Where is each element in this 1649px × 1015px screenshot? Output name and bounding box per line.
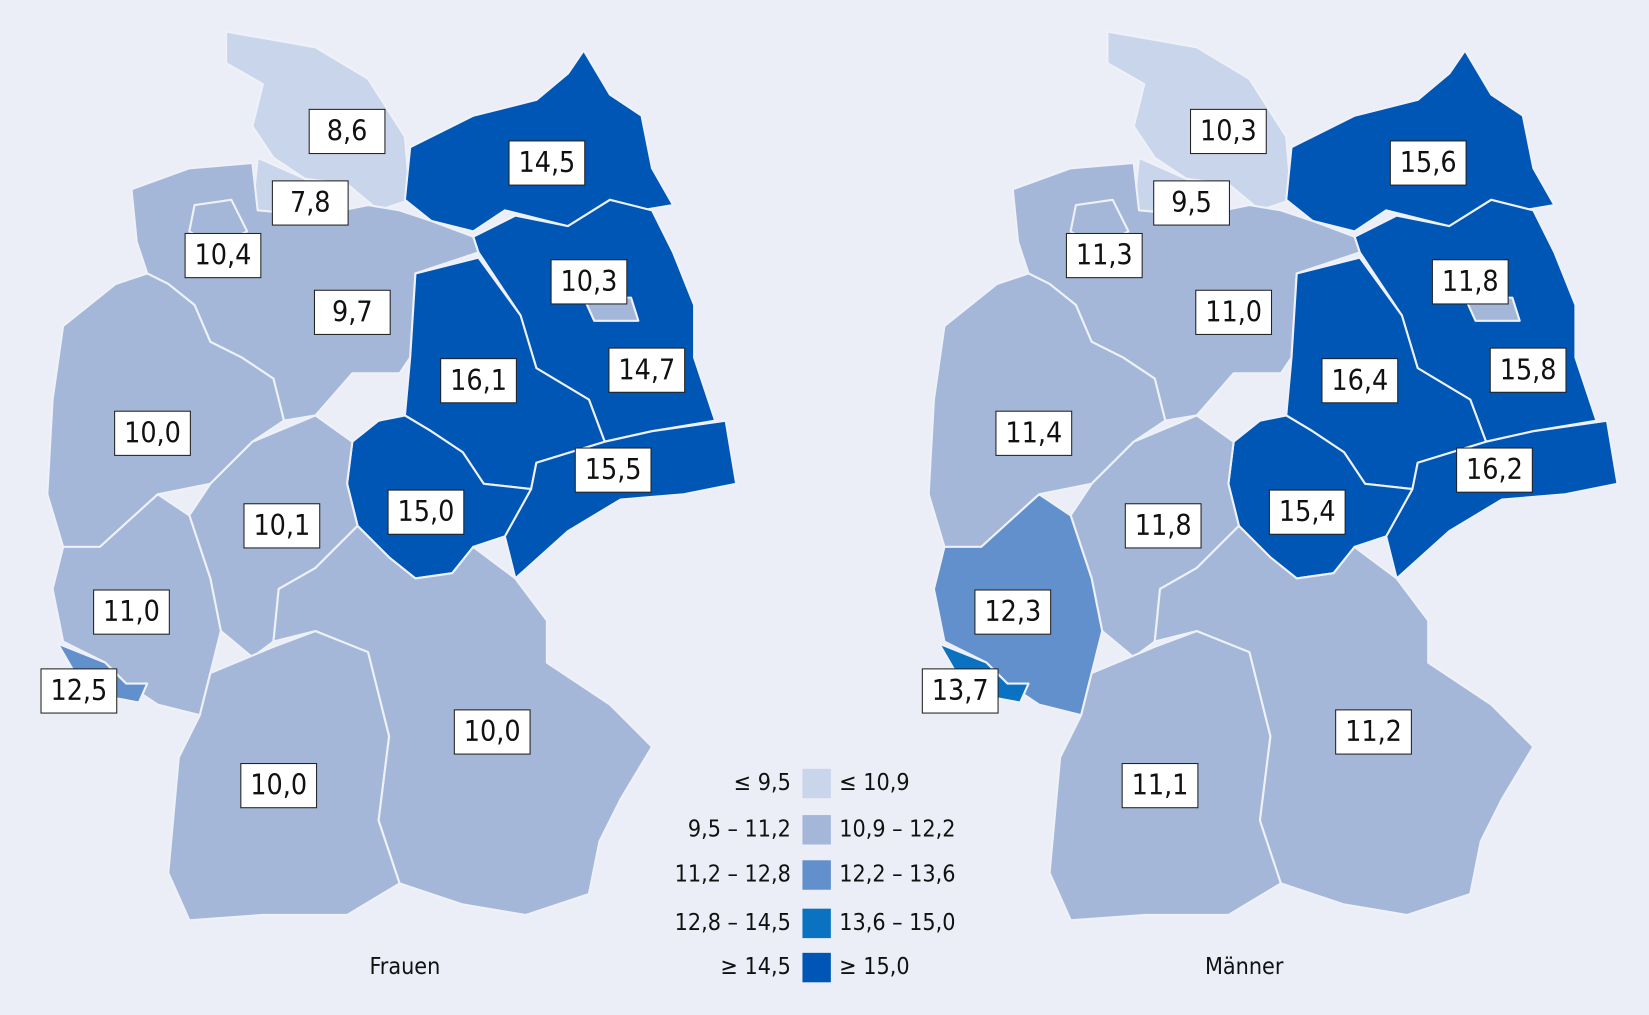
label-box (995, 410, 1073, 456)
region-label: 12,5 (50, 674, 107, 707)
region-label: 15,8 (1500, 353, 1557, 386)
legend-left: ≤ 9,5 (734, 770, 791, 796)
label-box (574, 447, 652, 493)
label-box (550, 259, 628, 305)
region-label: 14,5 (518, 146, 575, 179)
label-box (1489, 347, 1567, 393)
label-box (1124, 503, 1202, 549)
label-box (1189, 108, 1267, 155)
region-label: 15,0 (398, 495, 455, 528)
legend-right: 13,6 – 15,0 (839, 910, 955, 936)
region (927, 272, 1167, 548)
map-title: Frauen (370, 954, 441, 980)
legend-right: 12,2 – 13,6 (839, 862, 955, 888)
region-label: 11,2 (1345, 715, 1402, 748)
label-box (40, 668, 118, 714)
region-label: 10,0 (124, 416, 181, 449)
region-label: 10,4 (195, 239, 252, 272)
label-box (387, 489, 465, 535)
region-label: 15,5 (585, 453, 642, 486)
label-box (1431, 259, 1509, 305)
content: 8,6 7,8 14,5 9,7 10,4 14,7 10,3 16,1 15,5 15,0 10,… (40, 30, 1619, 983)
label-box (1321, 358, 1399, 404)
region-label: 15,6 (1400, 146, 1457, 179)
label-box (440, 358, 517, 404)
label-box (453, 709, 531, 755)
legend-swatch (802, 860, 831, 890)
label-box (921, 668, 999, 714)
map-title: Männer (1205, 954, 1284, 980)
label-box (1335, 709, 1412, 755)
region-label: 15,4 (1279, 495, 1336, 528)
label-box (243, 503, 321, 549)
label-box (508, 140, 586, 186)
label-box (974, 589, 1052, 635)
label-box (1268, 489, 1346, 535)
region-label: 14,7 (618, 353, 675, 386)
map: 10,3 9,5 15,6 11,0 11,3 15,8 11,8 16,4 16,2 15,4 1… (921, 30, 1619, 922)
label-box (114, 410, 191, 456)
region-label: 9,5 (1171, 186, 1212, 219)
label-box (313, 289, 391, 335)
region-label: 11,3 (1076, 239, 1133, 272)
label-box (1389, 140, 1467, 186)
legend-swatch (802, 908, 831, 939)
legend-left: 11,2 – 12,8 (675, 862, 791, 888)
label-box (1121, 763, 1199, 809)
region-label: 11,4 (1005, 416, 1062, 449)
region-label: 7,8 (290, 186, 331, 219)
region-label: 16,4 (1331, 364, 1388, 397)
legend-right: ≤ 10,9 (839, 770, 909, 796)
legend-right: ≥ 15,0 (839, 954, 909, 980)
label-box (1153, 180, 1230, 226)
label-box (93, 589, 170, 635)
region-label: 10,0 (250, 769, 307, 802)
region-label: 11,1 (1132, 769, 1189, 802)
region-label: 9,7 (332, 295, 373, 328)
region-label: 10,3 (561, 265, 618, 298)
region-label: 16,1 (450, 364, 507, 397)
region-label: 11,0 (103, 595, 160, 628)
legend-left: ≥ 14,5 (721, 954, 791, 980)
label-box (240, 763, 318, 809)
region-label: 13,7 (932, 674, 989, 707)
label-box (308, 108, 386, 155)
label-box (271, 180, 349, 226)
label-box (608, 347, 686, 393)
legend-left: 9,5 – 11,2 (688, 816, 791, 842)
map: 8,6 7,8 14,5 9,7 10,4 14,7 10,3 16,1 15,5 15,0 10,… (40, 30, 738, 922)
legend-left: 12,8 – 14,5 (675, 910, 791, 936)
region-label: 8,6 (327, 115, 368, 148)
region-label: 10,1 (253, 509, 310, 542)
label-box (1456, 447, 1533, 493)
legend-swatch (802, 768, 831, 799)
region-label: 11,0 (1205, 295, 1262, 328)
region-label: 10,3 (1200, 115, 1257, 148)
region-label: 11,8 (1442, 265, 1499, 298)
region-label: 11,8 (1135, 509, 1192, 542)
legend-right: 10,9 – 12,2 (839, 816, 955, 842)
region-label: 10,0 (464, 715, 521, 748)
label-box (1195, 289, 1273, 335)
region-label: 16,2 (1466, 453, 1523, 486)
legend-swatch (802, 815, 831, 845)
region-label: 12,3 (984, 595, 1041, 628)
region (46, 272, 286, 548)
label-box (184, 232, 262, 279)
legend-swatch (802, 952, 831, 983)
label-box (1065, 232, 1143, 279)
